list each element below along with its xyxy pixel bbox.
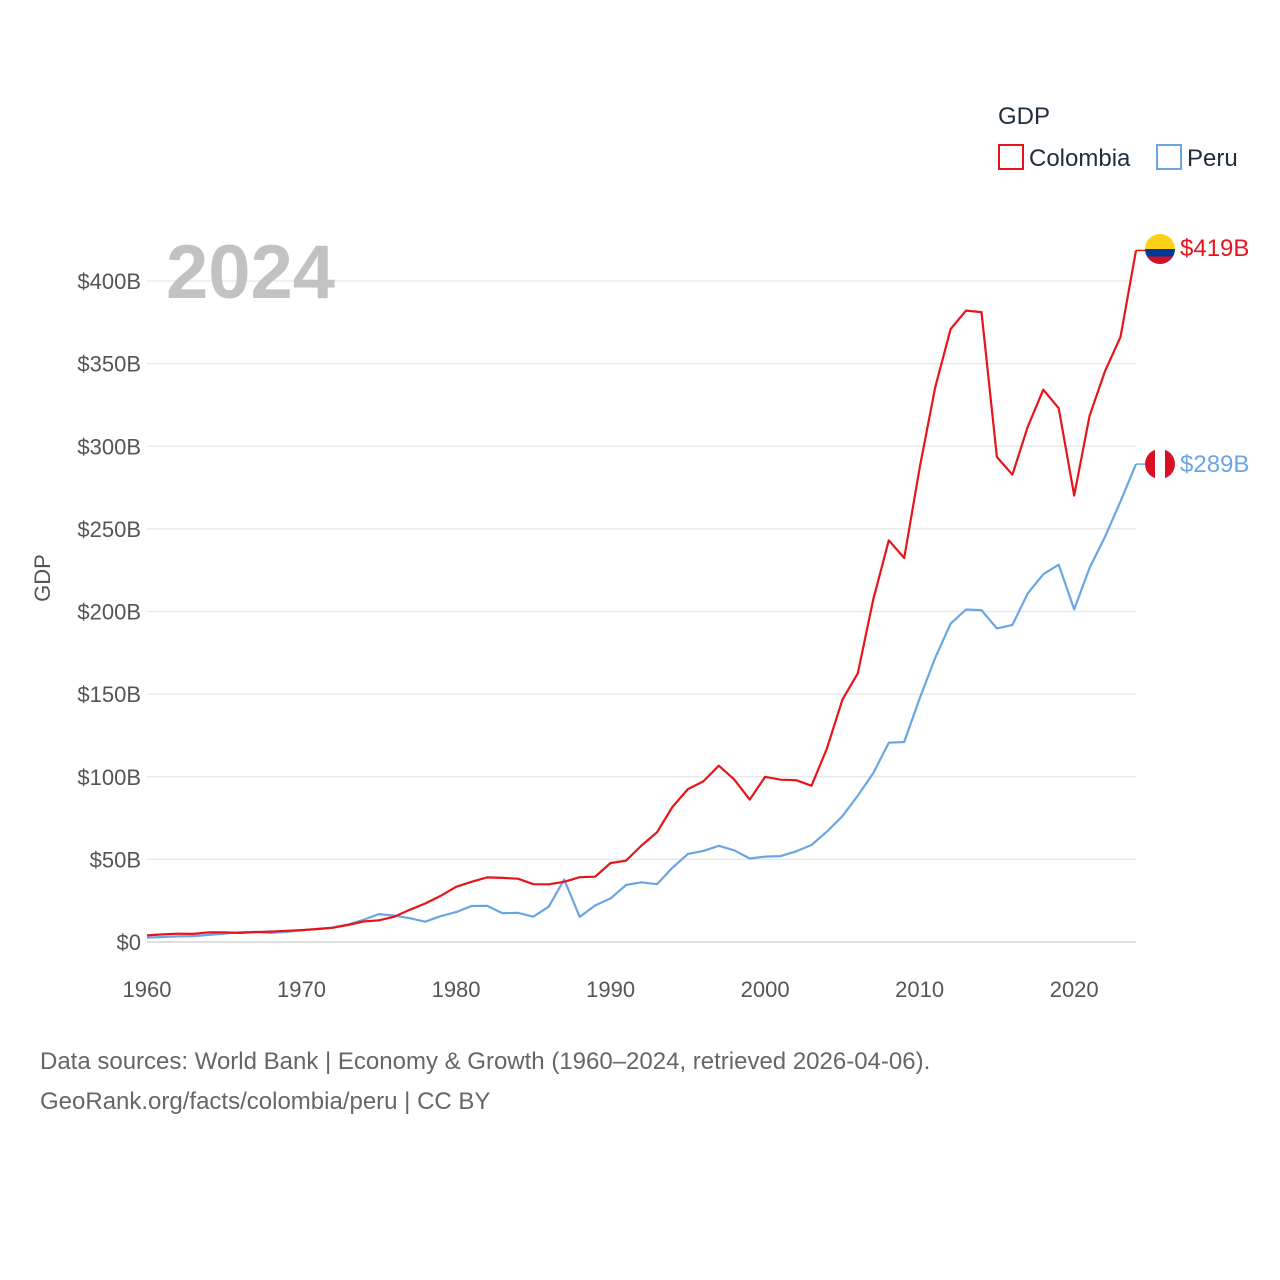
series-line-peru[interactable] bbox=[146, 463, 1138, 939]
legend-title: GDP bbox=[998, 103, 1050, 130]
x-tick-label: 1960 bbox=[123, 977, 172, 1002]
y-tick-label: $200B bbox=[77, 600, 141, 625]
gridlines bbox=[147, 280, 1136, 943]
y-tick-label: $250B bbox=[77, 517, 141, 542]
legend[interactable]: GDP Colombia Peru bbox=[998, 103, 1238, 172]
colombia-end-value-label: $419B bbox=[1180, 235, 1249, 262]
peru-flag-icon bbox=[1145, 449, 1175, 479]
legend-swatch-peru[interactable] bbox=[1156, 144, 1182, 170]
y-tick-label: $50B bbox=[90, 847, 141, 872]
x-tick-label: 2020 bbox=[1050, 977, 1099, 1002]
legend-label-colombia[interactable]: Colombia bbox=[1029, 145, 1131, 172]
y-tick-label: $300B bbox=[77, 434, 141, 459]
y-tick-label: $0 bbox=[117, 930, 141, 955]
y-tick-label: $100B bbox=[77, 765, 141, 790]
x-axis-ticks: 1960 1970 1980 1990 2000 2010 2020 bbox=[123, 977, 1099, 1002]
y-tick-label: $150B bbox=[77, 682, 141, 707]
series-lines bbox=[146, 249, 1145, 939]
colombia-flag-icon bbox=[1145, 234, 1175, 264]
x-tick-label: 1990 bbox=[586, 977, 635, 1002]
x-tick-label: 1970 bbox=[277, 977, 326, 1002]
y-axis-ticks: $0 $50B $100B $150B $200B $250B $300B $350B $400… bbox=[77, 269, 141, 955]
year-label: 2024 bbox=[166, 230, 335, 315]
x-tick-label: 1980 bbox=[432, 977, 481, 1002]
source-line-2[interactable]: GeoRank.org/facts/colombia/peru | CC BY bbox=[40, 1088, 491, 1115]
y-tick-label: $400B bbox=[77, 269, 141, 294]
legend-label-peru[interactable]: Peru bbox=[1187, 145, 1238, 172]
y-axis-title: GDP bbox=[30, 554, 55, 602]
series-line-colombia[interactable] bbox=[146, 250, 1138, 937]
peru-end-value-label: $289B bbox=[1180, 451, 1249, 478]
legend-swatch-colombia[interactable] bbox=[998, 144, 1024, 170]
source-attribution: Data sources: World Bank | Economy & Gro… bbox=[40, 1042, 1240, 1122]
y-tick-label: $350B bbox=[77, 352, 141, 377]
source-line-1: Data sources: World Bank | Economy & Gro… bbox=[40, 1048, 931, 1075]
x-tick-label: 2000 bbox=[741, 977, 790, 1002]
x-tick-label: 2010 bbox=[895, 977, 944, 1002]
